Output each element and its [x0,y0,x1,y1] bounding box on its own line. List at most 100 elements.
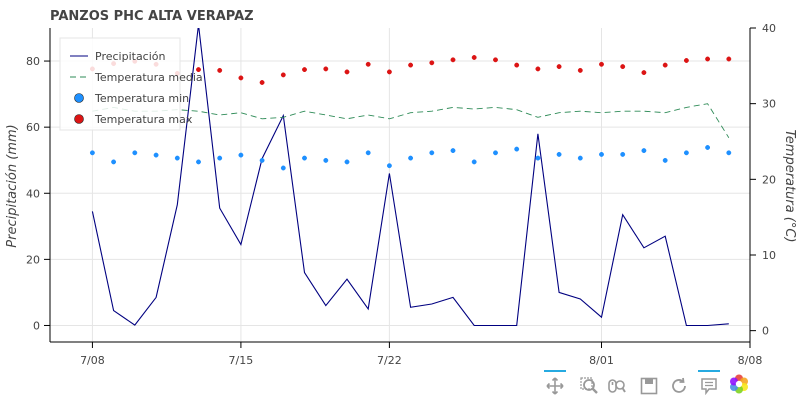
x-tick-label: 8/08 [738,354,763,367]
temperatura-min-point [344,159,350,165]
save-icon [640,377,658,395]
temperatura-max-point [577,67,583,73]
temperatura-max-point [238,75,244,81]
temperatura-min-point [726,150,732,156]
hover-tool-button[interactable] [698,370,720,396]
bokeh-logo-button[interactable] [728,372,750,396]
temperatura-max-point [641,70,647,76]
temperatura-min-point [365,150,371,156]
temperatura-max-point [705,56,711,62]
temperatura-max-point [471,55,477,60]
y-right-tick-label: 10 [762,249,776,262]
temperatura-min-point [599,151,604,157]
legend-swatch-temperatura-min [74,93,84,103]
wheel-zoom-icon [608,379,626,393]
temperatura-max-point [408,62,414,68]
axes: 7/08 7/15 7/22 8/01 8/08 0 20 40 60 80 0 10 20 30 40 [26,22,776,367]
pan-icon [546,377,564,395]
y-right-tick-label: 30 [762,98,776,111]
temperatura-max-point [662,62,668,68]
temperatura-min-point [111,159,117,165]
save-tool-button[interactable] [638,372,660,396]
reset-icon [672,377,686,393]
legend-swatch-temperatura-max [74,114,84,124]
temperatura-min-point [323,157,329,163]
temperatura-max-point [556,64,562,70]
temperatura-max-point [217,67,223,73]
y-left-tick-label: 20 [26,253,40,266]
temperatura-max-point [386,69,392,75]
wheel-zoom-tool-button[interactable] [606,372,628,396]
plot-area [89,28,732,327]
temperatura-min-point [153,152,159,158]
pan-tool-button[interactable] [544,370,566,396]
temperatura-max-point [344,69,350,75]
temperatura-min-point [217,155,223,161]
temperatura-max-point [259,80,265,85]
legend: Precipitación Temperatura media Temperatur… [59,37,203,131]
temperatura-min-point [514,146,520,152]
y-left-tick-label: 80 [26,55,40,68]
temperatura-max-point [450,57,456,63]
temperatura-max-point [365,61,371,67]
chart-title: PANZOS PHC ALTA VERAPAZ [50,9,254,24]
temperatura-media-line [92,103,730,138]
temperatura-max-point [535,66,541,72]
temperatura-min-point [683,150,689,156]
temperatura-max-point [280,72,286,78]
temperatura-max-point [429,60,435,66]
y-axis-left-label: Precipitación (mm) [5,124,20,247]
temperatura-max-point [514,62,520,68]
temperatura-max-point [196,67,201,73]
temperatura-min-point [429,150,435,156]
temperatura-min-point [450,148,456,154]
temperatura-min-point [705,145,711,150]
temperatura-min-point [280,165,286,171]
temperatura-min-point [408,155,414,161]
temperatura-min-point [174,155,180,161]
reset-tool-button[interactable] [668,372,690,396]
temperatura-min-point [577,155,583,161]
temperatura-min-point [493,150,498,156]
temperatura-min-point [132,150,138,156]
legend-label-temperatura-media: Temperatura media [94,71,203,84]
temperatura-min-point [196,159,201,165]
x-tick-label: 7/22 [377,354,402,367]
zoom-icon [580,377,598,394]
legend-label-temperatura-max: Temperatura max [94,113,193,126]
temperatura-max-point [620,64,626,70]
precipitaci-n-line [91,28,729,327]
y-left-tick-label: 0 [33,319,40,332]
temperatura-min-point [238,152,244,158]
temperatura-min-point [89,150,95,156]
temperatura-max-point [493,57,498,63]
temperatura-max-point [726,56,732,62]
y-axis-right-label: Temperatura (°C) [782,129,797,242]
temperatura-max-point [599,61,604,67]
y-right-tick-label: 40 [762,22,776,35]
y-right-tick-label: 20 [762,173,776,186]
temperatura-min-point [302,155,307,161]
hover-icon [701,378,717,395]
y-left-tick-label: 60 [26,121,40,134]
chart-toolbar [540,370,755,398]
temperatura-min-point [641,148,647,154]
y-right-tick-label: 0 [762,325,769,338]
temperatura-max-point [323,66,329,72]
temperatura-min-point [471,159,477,165]
bokeh-logo-icon [730,374,748,394]
legend-label-precipitaci-n: Precipitación [95,50,166,63]
temperatura-min-point [259,157,265,163]
x-tick-label: 7/15 [229,354,254,367]
temperatura-max-point [302,67,307,73]
temperatura-min-point [556,151,562,157]
box-zoom-tool-button[interactable] [578,372,600,396]
x-tick-label: 8/01 [589,354,614,367]
legend-label-temperatura-min: Temperatura min [94,92,189,105]
x-tick-label: 7/08 [80,354,105,367]
temperatura-max-point [683,58,689,63]
temperatura-min-point [620,151,626,157]
y-left-tick-label: 40 [26,187,40,200]
temperatura-min-point [662,157,668,163]
